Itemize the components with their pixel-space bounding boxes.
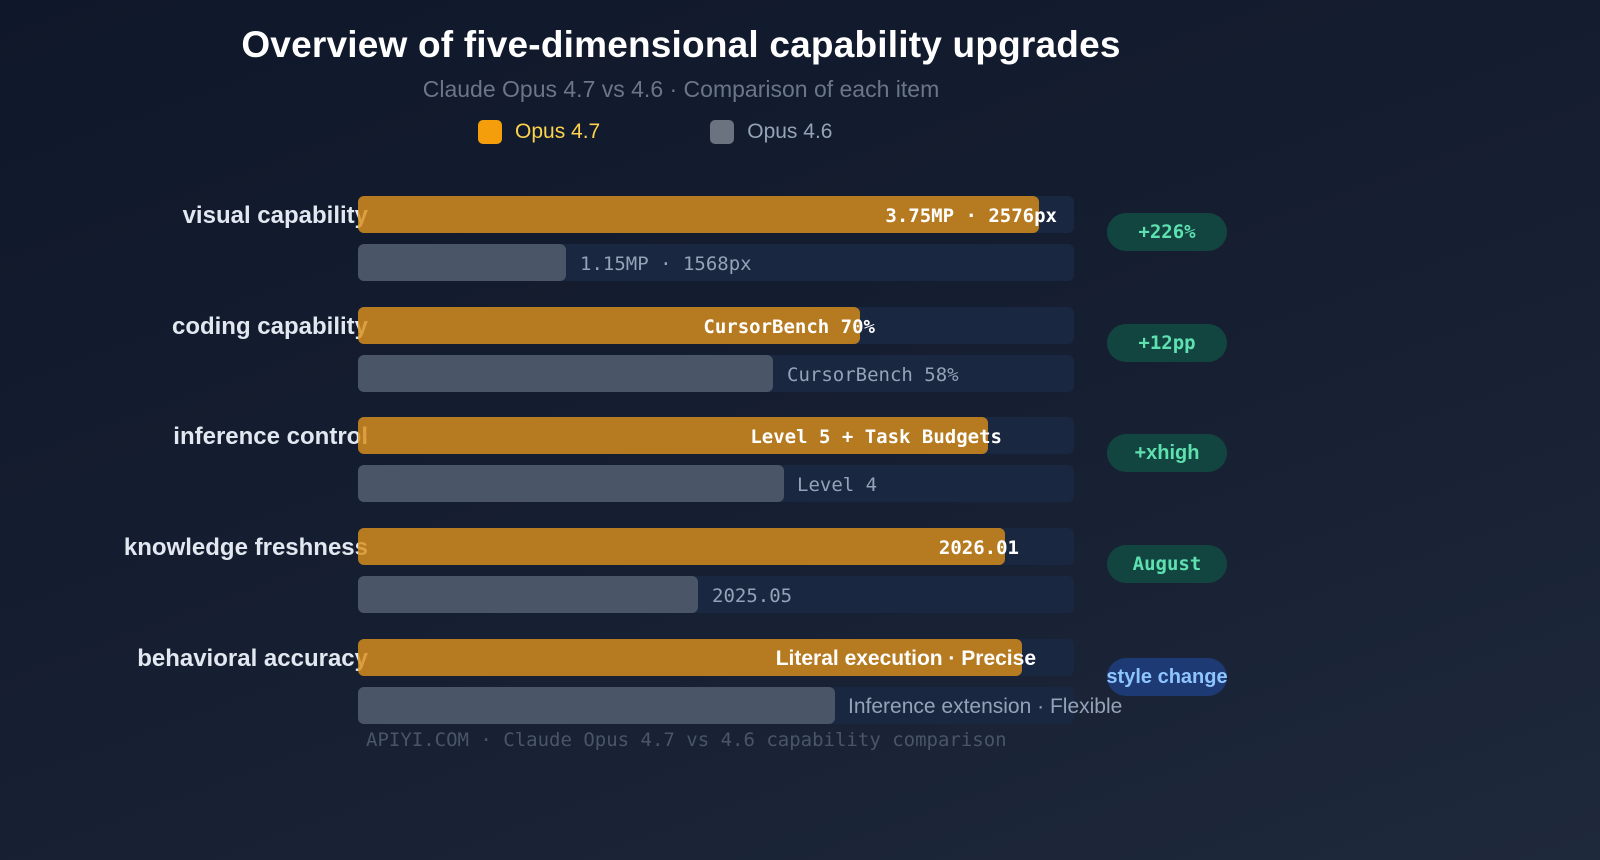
delta-badge: +12pp: [1107, 324, 1227, 362]
delta-badge: style change: [1106, 658, 1228, 696]
legend-item-opus-4-7: Opus 4.7: [478, 120, 600, 144]
value-opus-4-7: Level 5 + Task Budgets: [750, 426, 1002, 448]
bar-row-visual-capability: visual capability 3.75MP · 2576px 1.15MP…: [0, 196, 1600, 286]
track-opus-4-6: [358, 244, 1074, 281]
legend-label-opus-4-7: Opus 4.7: [515, 120, 601, 143]
bar-opus-4-7: [358, 307, 860, 344]
value-opus-4-6: 1.15MP · 1568px: [580, 253, 752, 275]
track-opus-4-6: [358, 576, 1074, 613]
chart-subtitle: Claude Opus 4.7 vs 4.6 · Comparison of e…: [422, 76, 940, 102]
row-label: knowledge freshness: [123, 534, 368, 561]
track-opus-4-6: [358, 687, 1074, 724]
delta-badge: +xhigh: [1107, 434, 1227, 472]
bar-opus-4-6: [358, 465, 784, 502]
row-label: inference control: [173, 423, 368, 450]
value-opus-4-7: 2026.01: [938, 537, 1019, 559]
bar-opus-4-7: [358, 639, 1022, 676]
value-opus-4-6: Level 4: [797, 474, 878, 496]
legend-label-opus-4-6: Opus 4.6: [747, 120, 833, 143]
bar-opus-4-6: [358, 687, 835, 724]
track-opus-4-7: [358, 196, 1074, 233]
bar-opus-4-6: [358, 576, 698, 613]
legend: Opus 4.7 Opus 4.6: [478, 118, 832, 146]
track-opus-4-7: [358, 639, 1074, 676]
track-opus-4-7: [358, 417, 1074, 454]
delta-badge: +226%: [1107, 213, 1227, 251]
delta-badge: August: [1107, 545, 1227, 583]
track-opus-4-6: [358, 355, 1074, 392]
value-opus-4-7: CursorBench 70%: [703, 316, 875, 338]
bar-opus-4-6: [358, 244, 566, 281]
track-opus-4-6: [358, 465, 1074, 502]
track-opus-4-7: [358, 307, 1074, 344]
legend-swatch-opus-4-7: [478, 120, 502, 144]
bar-opus-4-6: [358, 355, 773, 392]
bar-row-knowledge-freshness: knowledge freshness 2026.01 2025.05 Augu…: [0, 528, 1600, 618]
bar-opus-4-7: [358, 417, 988, 454]
value-opus-4-7: Literal execution · Precise: [775, 647, 1036, 670]
value-opus-4-6: CursorBench 58%: [787, 364, 959, 386]
legend-swatch-opus-4-6: [710, 120, 735, 144]
row-label: coding capability: [171, 313, 368, 340]
track-opus-4-7: [358, 528, 1074, 565]
value-opus-4-6: Inference extension · Flexible: [848, 695, 1123, 718]
value-opus-4-6: 2025.05: [712, 585, 793, 607]
bar-opus-4-7: [358, 528, 1005, 565]
bar-opus-4-7: [358, 196, 1039, 233]
bar-row-behavioral-accuracy: behavioral accuracy Literal execution · …: [0, 639, 1600, 729]
bar-row-inference-control: inference control Level 5 + Task Budgets…: [0, 417, 1600, 507]
legend-item-opus-4-6: Opus 4.6: [710, 120, 832, 144]
value-opus-4-7: 3.75MP · 2576px: [885, 205, 1057, 227]
footer-credit: APIYI.COM · Claude Opus 4.7 vs 4.6 capab…: [366, 729, 1007, 751]
row-label: behavioral accuracy: [137, 645, 368, 672]
chart-title: Overview of five-dimensional capability …: [241, 24, 1121, 65]
bar-row-coding-capability: coding capability CursorBench 70% Cursor…: [0, 307, 1600, 397]
row-label: visual capability: [182, 202, 368, 229]
